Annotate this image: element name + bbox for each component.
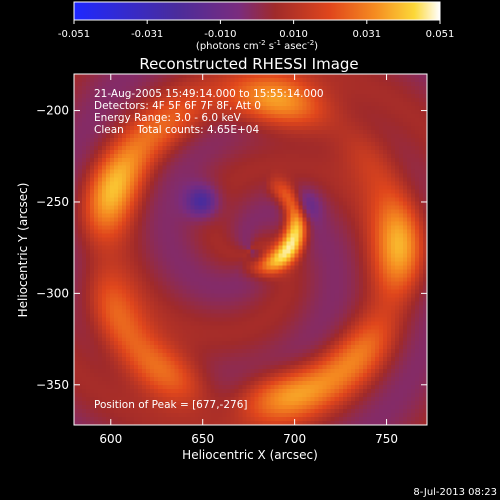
colorbar-tick-label: -0.051 <box>58 29 90 40</box>
colorbar-tick-label: 0.031 <box>352 29 381 40</box>
heatmap-image <box>74 74 427 425</box>
chart-title: Reconstructed RHESSI Image <box>139 55 358 73</box>
colorbar: -0.051 -0.031 -0.010 0.010 0.031 0.051 (photo… <box>58 1 454 52</box>
info-energy: Energy Range: 3.0 - 6.0 keV <box>94 112 242 124</box>
colorbar-tick-label: 0.051 <box>426 29 455 40</box>
heatmap-canvas <box>74 74 427 425</box>
info-block: 21-Aug-2005 15:49:14.000 to 15:55:14.000… <box>94 88 324 411</box>
colorbar-units: (photons cm-2 s-1 asec-2) <box>196 39 318 52</box>
colorbar-tick-label: -0.010 <box>204 29 236 40</box>
x-axis-label: Heliocentric X (arcsec) <box>182 448 318 462</box>
info-detectors: Detectors: 4F 5F 6F 7F 8F, Att 0 <box>94 100 261 112</box>
y-tick-label: −250 <box>36 195 69 209</box>
colorbar-tick-label: 0.010 <box>279 29 308 40</box>
y-axis-label: Heliocentric Y (arcsec) <box>16 183 30 318</box>
x-tick-label: 750 <box>375 432 398 446</box>
axes: 600 650 700 750 −200 −250 −300 −350 <box>36 74 427 446</box>
colorbar-strip <box>73 1 441 21</box>
y-tick-label: −300 <box>36 286 69 300</box>
info-time: 21-Aug-2005 15:49:14.000 to 15:55:14.000 <box>94 88 324 100</box>
x-tick-label: 650 <box>191 432 214 446</box>
colorbar-ticks: -0.051 -0.031 -0.010 0.010 0.031 0.051 <box>58 20 454 40</box>
plot-frame <box>73 73 428 426</box>
footer-date: 8-Jul-2013 08:23 <box>413 487 497 498</box>
y-tick-label: −200 <box>36 104 69 118</box>
colorbar-tick-label: -0.031 <box>131 29 163 40</box>
info-peak: Position of Peak = [677,-276] <box>94 399 248 411</box>
y-tick-label: −350 <box>36 378 69 392</box>
x-tick-label: 700 <box>283 432 306 446</box>
x-tick-label: 600 <box>99 432 122 446</box>
info-clean: Clean Total counts: 4.65E+04 <box>94 124 259 136</box>
